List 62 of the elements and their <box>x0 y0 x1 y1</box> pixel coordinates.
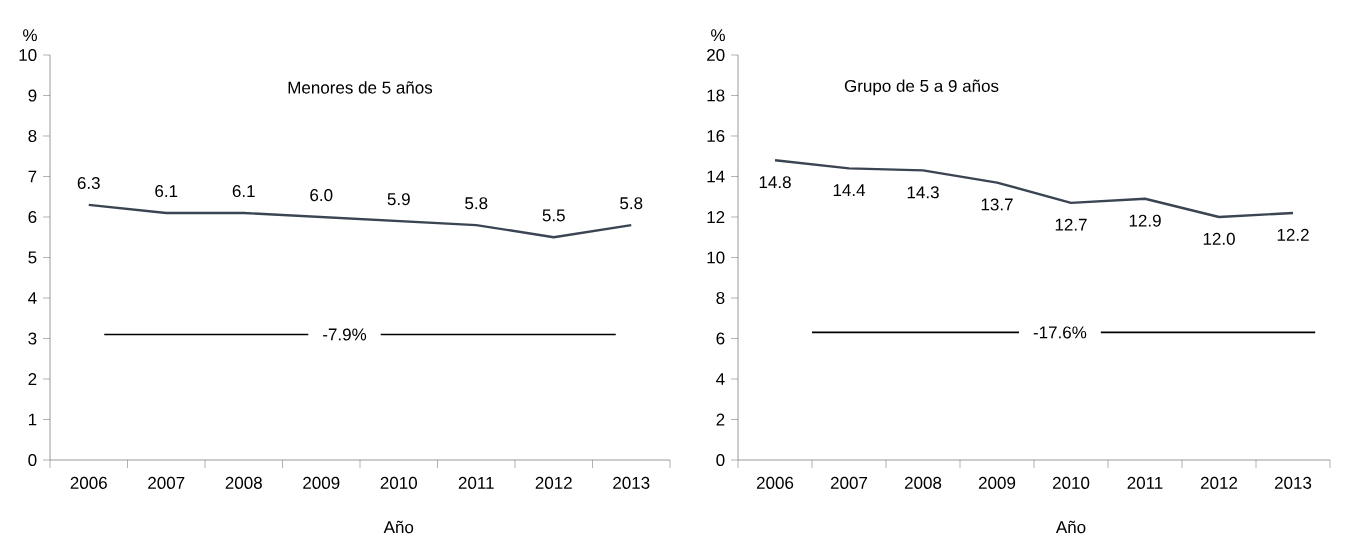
y-tick-label: 1 <box>28 413 37 426</box>
y-tick-label: 3 <box>28 332 37 345</box>
y-tick-label: 10 <box>19 48 37 62</box>
x-tick-label: 2012 <box>535 476 572 489</box>
y-tick-label: 4 <box>28 292 37 304</box>
data-label: 6.1 <box>155 185 178 198</box>
y-tick-label: 2 <box>716 413 725 426</box>
data-label: 12.9 <box>1129 214 1161 227</box>
text: Menores de 5 años <box>288 81 433 94</box>
y-tick-label: 8 <box>716 291 725 305</box>
data-label: 5.5 <box>542 209 565 222</box>
x-tick-label: 2006 <box>70 476 107 489</box>
y-tick-label: 8 <box>28 129 37 143</box>
data-label: 5.9 <box>387 193 410 206</box>
annotation: -7.9% <box>323 328 367 341</box>
data-label: 12.2 <box>1277 228 1309 241</box>
y-tick-label: 18 <box>707 89 725 102</box>
data-label: 6.0 <box>310 189 333 202</box>
x-tick-label: 2011 <box>458 476 494 489</box>
x-tick-label: 2007 <box>830 476 868 489</box>
data-label: 5.8 <box>465 197 488 210</box>
y-tick-label: 10 <box>707 251 725 264</box>
data-label: 5.8 <box>620 197 643 210</box>
data-label: 12.7 <box>1055 218 1087 231</box>
x-tick-label: 2011 <box>1127 476 1163 489</box>
y-tick-label: 6 <box>716 332 725 345</box>
x-tick-label: 2010 <box>380 476 417 489</box>
x-tick-label: 2008 <box>225 476 262 489</box>
y-tick-label: 7 <box>28 170 37 183</box>
x-tick-label: 2009 <box>978 476 1016 489</box>
data-label: 6.1 <box>232 185 255 198</box>
y-tick-label: 16 <box>707 129 725 143</box>
y-axis-title: % <box>711 29 725 42</box>
y-tick-label: 9 <box>28 89 37 102</box>
x-tick-label: 2009 <box>303 476 340 489</box>
y-tick-label: 5 <box>28 251 37 264</box>
y-tick-label: 0 <box>716 453 725 467</box>
text: Grupo de 5 a 9 años <box>844 79 999 96</box>
y-tick-label: 14 <box>707 170 725 183</box>
y-tick-label: 2 <box>28 373 37 385</box>
data-label: 12.0 <box>1203 232 1235 245</box>
data-label: 14.4 <box>833 184 866 196</box>
x-tick-label: 2008 <box>904 476 942 489</box>
data-label: 14.8 <box>759 176 791 189</box>
data-label: 13.7 <box>981 198 1013 211</box>
x-tick-label: 2013 <box>1274 476 1312 489</box>
x-tick-label: 2012 <box>1200 476 1238 489</box>
x-tick-label: 2007 <box>148 476 185 489</box>
annotation: -17.6% <box>1033 326 1087 339</box>
data-label: 6.3 <box>77 176 100 189</box>
y-tick-label: 20 <box>707 48 725 62</box>
x-tick-label: 2010 <box>1052 476 1090 489</box>
y-tick-label: 12 <box>707 211 725 223</box>
x-tick-label: 2013 <box>613 476 650 489</box>
x-axis-title: Año <box>383 520 414 534</box>
x-tick-label: 2006 <box>756 476 794 489</box>
y-tick-label: 4 <box>716 373 725 385</box>
y-axis-title: % <box>23 29 37 42</box>
x-axis-title: Año <box>1055 520 1086 534</box>
data-label: 14.3 <box>907 186 939 199</box>
y-tick-label: 0 <box>28 453 37 467</box>
y-tick-label: 6 <box>28 210 37 224</box>
